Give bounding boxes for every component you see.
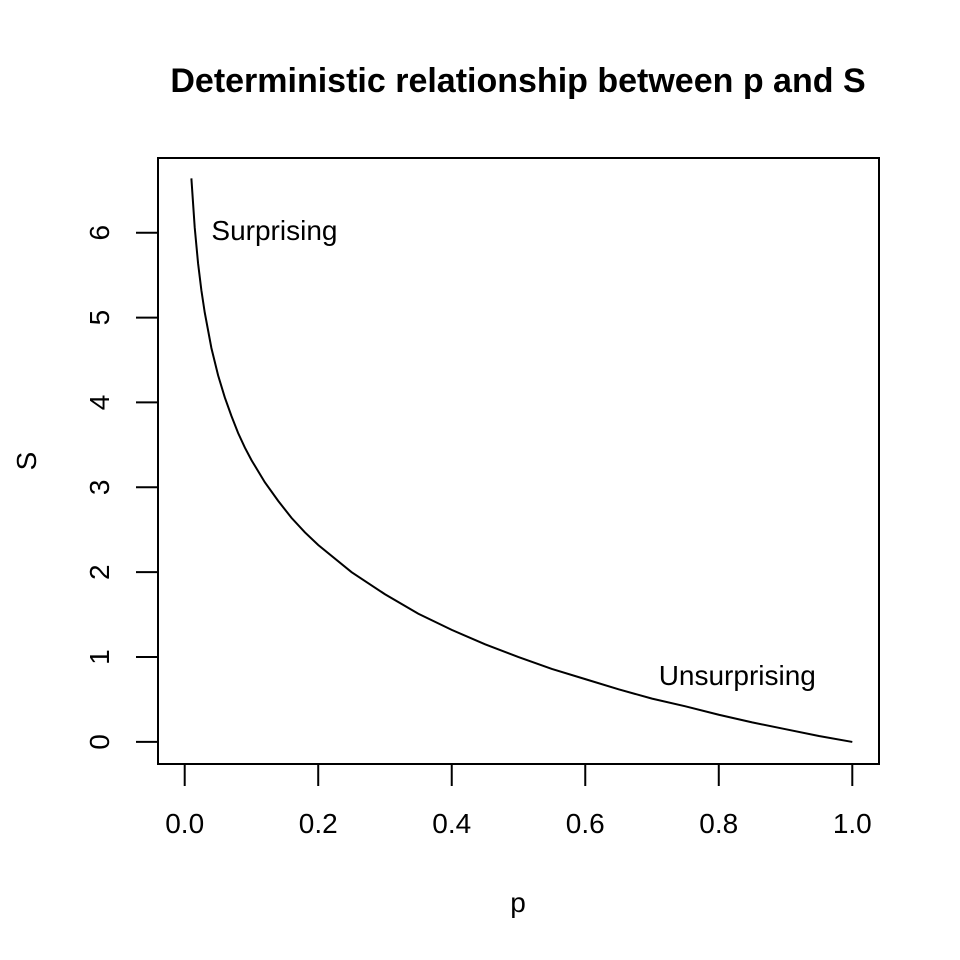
- y-tick-label: 3: [84, 480, 115, 496]
- x-tick-label: 0.2: [299, 808, 338, 839]
- annotation-label: Unsurprising: [659, 660, 816, 691]
- y-tick-label: 5: [84, 310, 115, 326]
- x-tick-label: 0.0: [165, 808, 204, 839]
- x-tick-label: 0.6: [566, 808, 605, 839]
- series-line: [190, 178, 853, 743]
- y-tick-label: 0: [84, 734, 115, 750]
- y-tick-label: 2: [84, 564, 115, 580]
- x-tick-label: 0.4: [432, 808, 471, 839]
- y-tick-label: 1: [84, 649, 115, 665]
- annotation-label: Surprising: [211, 215, 337, 246]
- y-tick-label: 4: [84, 395, 115, 411]
- y-axis-label: S: [11, 452, 42, 471]
- x-tick-label: 1.0: [833, 808, 872, 839]
- chart-title: Deterministic relationship between p and…: [170, 62, 865, 100]
- y-tick-label: 6: [84, 225, 115, 241]
- y-axis: 0 1 2 3 4 5 6: [84, 225, 159, 750]
- x-axis: 0.0 0.2 0.4 0.6 0.8 1.0: [165, 763, 872, 839]
- x-tick-label: 0.8: [699, 808, 738, 839]
- x-axis-label: p: [510, 887, 526, 918]
- annotations: Surprising Unsurprising: [211, 215, 815, 691]
